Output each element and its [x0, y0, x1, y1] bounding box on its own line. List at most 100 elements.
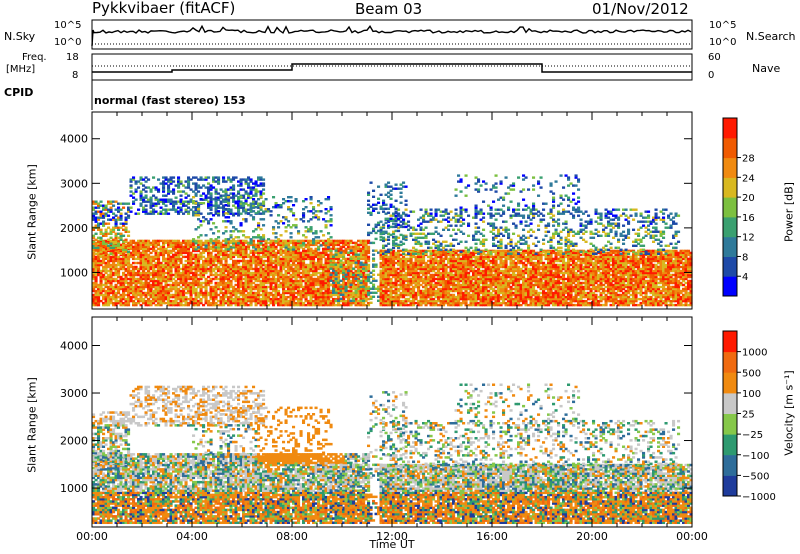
- power-cell: [137, 249, 141, 253]
- power-cell: [124, 253, 128, 257]
- power-cell: [152, 281, 156, 285]
- power-cell: [202, 285, 206, 289]
- power-cell: [112, 273, 116, 277]
- power-cell: [284, 301, 288, 305]
- power-cell: [97, 285, 101, 289]
- power-cell: [227, 281, 231, 285]
- power-cell: [114, 267, 118, 271]
- power-cell: [214, 283, 218, 287]
- power-cell: [277, 257, 281, 261]
- power-cell: [169, 245, 173, 249]
- power-cell: [199, 255, 203, 259]
- power-cell: [172, 180, 176, 183]
- power-cell: [227, 271, 231, 275]
- power-cell: [187, 285, 191, 289]
- power-cell: [264, 293, 268, 297]
- power-cell: [284, 269, 288, 273]
- nave-label: Nave: [752, 62, 781, 75]
- power-cell: [212, 299, 216, 303]
- power-cell: [332, 287, 336, 290]
- power-cell: [297, 265, 301, 269]
- power-cell: [234, 293, 238, 297]
- power-cell: [139, 297, 143, 301]
- power-cell: [159, 287, 163, 291]
- power-cell: [194, 263, 198, 267]
- power-cell: [287, 277, 291, 281]
- power-cell: [97, 295, 101, 299]
- power-cell: [194, 275, 198, 279]
- power-cell: [279, 234, 283, 237]
- power-cell: [124, 287, 128, 291]
- power-cell: [229, 269, 233, 273]
- power-cell: [284, 265, 288, 269]
- power-cell: [259, 242, 263, 245]
- power-cell: [179, 279, 183, 283]
- power-cell: [264, 297, 268, 301]
- power-cell: [147, 265, 151, 269]
- power-cell: [147, 289, 151, 293]
- power-cell: [242, 271, 246, 275]
- power-cell: [187, 303, 191, 307]
- power-cell: [139, 257, 143, 261]
- power-cell: [157, 261, 161, 265]
- power-cell: [274, 245, 278, 249]
- power-cell: [302, 259, 306, 263]
- power-cell: [179, 243, 183, 247]
- power-cell: [209, 281, 213, 285]
- power-cell: [282, 241, 286, 245]
- power-cell: [197, 269, 201, 273]
- power-cell: [232, 269, 236, 273]
- power-cell: [277, 255, 281, 259]
- power-cell: [227, 269, 231, 273]
- power-cell: [234, 269, 238, 273]
- power-cell: [109, 277, 113, 281]
- power-cell: [299, 293, 303, 297]
- power-cell: [272, 253, 276, 257]
- power-cell: [294, 241, 298, 245]
- power-cell: [209, 265, 213, 269]
- power-cell: [202, 263, 206, 267]
- power-cell: [139, 261, 143, 265]
- power-cell: [292, 253, 296, 257]
- power-cell: [297, 293, 301, 297]
- power-cell: [102, 261, 106, 265]
- power-cell: [152, 277, 156, 281]
- power-cell: [294, 257, 298, 261]
- power-cell: [132, 261, 136, 265]
- power-cell: [247, 293, 251, 297]
- power-cell: [177, 297, 181, 301]
- power-cell: [172, 303, 176, 307]
- power-cell: [94, 297, 98, 301]
- power-cell: [287, 239, 291, 243]
- power-cell: [287, 289, 291, 293]
- power-cell: [277, 289, 281, 293]
- power-cell: [182, 241, 186, 245]
- power-cell: [174, 239, 178, 243]
- power-cell: [189, 253, 193, 257]
- power-cell: [259, 271, 263, 275]
- power-cell: [229, 241, 233, 245]
- power-cell: [189, 271, 193, 275]
- power-cell: [262, 267, 266, 271]
- power-cell: [204, 263, 208, 267]
- power-cell: [204, 289, 208, 293]
- power-cell: [142, 249, 146, 253]
- power-cell: [214, 255, 218, 259]
- power-cell: [119, 287, 123, 291]
- power-cell: [149, 289, 153, 293]
- power-cell: [164, 261, 168, 265]
- power-cell: [94, 289, 98, 293]
- power-cell: [277, 283, 281, 287]
- power-cell: [219, 241, 223, 245]
- power-cell: [122, 206, 126, 209]
- power-cell: [219, 277, 223, 281]
- power-cell: [194, 291, 198, 295]
- power-cell: [229, 291, 233, 295]
- power-cell: [172, 247, 176, 251]
- power-cell: [159, 297, 163, 301]
- power-cell: [122, 293, 126, 297]
- power-cell: [134, 249, 138, 253]
- power-cell: [204, 297, 208, 301]
- power-cell: [232, 259, 236, 263]
- power-cell: [232, 263, 236, 267]
